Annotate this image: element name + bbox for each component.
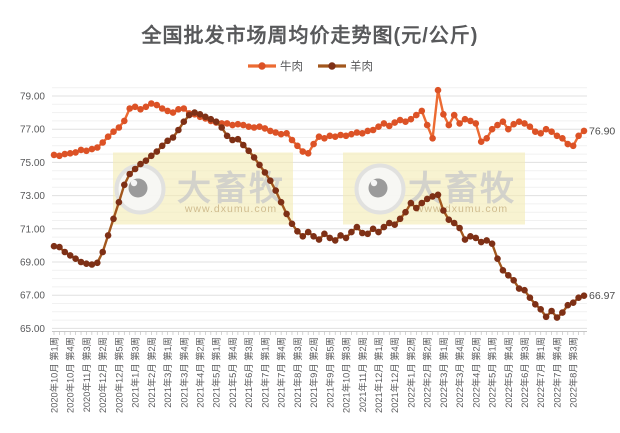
svg-text:2021年3月 第1周: 2021年3月 第1周 [162, 337, 173, 408]
svg-text:2022年5月 第4周: 2022年5月 第4周 [503, 337, 514, 408]
svg-text:2022年7月 第4周: 2022年7月 第4周 [551, 337, 562, 408]
svg-text:2022年2月 第2周: 2022年2月 第2周 [422, 337, 433, 408]
svg-text:2022年6月 第3周: 2022年6月 第3周 [519, 337, 530, 408]
mutton-series-marker-icon [318, 62, 346, 70]
svg-text:2020年12月 第5周: 2020年12月 第5周 [113, 337, 124, 413]
svg-text:2022年8月 第3周: 2022年8月 第3周 [568, 337, 579, 408]
svg-text:73.00: 73.00 [20, 191, 45, 202]
svg-text:76.90: 76.90 [589, 125, 615, 137]
svg-text:2021年9月 第5周: 2021年9月 第5周 [324, 337, 335, 408]
legend-label-beef: 牛肉 [280, 61, 303, 73]
svg-text:2022年3月 第1周: 2022年3月 第1周 [438, 337, 449, 408]
svg-text:www.dxumu.com: www.dxumu.com [415, 203, 508, 215]
legend-item-mutton: 羊肉 [317, 58, 373, 74]
svg-text:66.97: 66.97 [589, 290, 615, 302]
svg-text:2021年4月 第2周: 2021年4月 第2周 [195, 337, 206, 408]
svg-text:2020年10月 第1周: 2020年10月 第1周 [49, 337, 60, 413]
svg-text:2021年2月 第2周: 2021年2月 第2周 [146, 337, 157, 408]
svg-text:2021年11月 第2周: 2021年11月 第2周 [357, 337, 368, 412]
chart-title: 全国批发市场周均价走势图(元/公斤) [141, 25, 479, 47]
legend-item-beef: 牛肉 [247, 58, 303, 74]
svg-text:77.00: 77.00 [20, 125, 45, 136]
svg-text:2021年5月 第4周: 2021年5月 第4周 [227, 337, 238, 408]
svg-text:2021年6月 第3周: 2021年6月 第3周 [243, 337, 254, 408]
svg-text:2022年1月 第2周: 2022年1月 第2周 [405, 337, 416, 408]
svg-text:2021年10月 第3周: 2021年10月 第3周 [341, 337, 352, 413]
legend-label-mutton: 羊肉 [350, 61, 373, 73]
svg-text:2021年12月 第1周: 2021年12月 第1周 [373, 337, 384, 413]
svg-text:2022年3月 第4周: 2022年3月 第4周 [454, 337, 465, 408]
svg-text:2022年7月 第1周: 2022年7月 第1周 [535, 337, 546, 408]
svg-text:67.00: 67.00 [20, 291, 45, 302]
beef-series-marker-icon [248, 62, 276, 70]
svg-text:2020年10月 第4周: 2020年10月 第4周 [65, 337, 76, 413]
svg-text:2020年12月 第2周: 2020年12月 第2周 [97, 337, 108, 413]
svg-text:2021年1月 第3周: 2021年1月 第3周 [130, 337, 141, 408]
svg-text:2022年5月 第1周: 2022年5月 第1周 [487, 337, 498, 408]
svg-text:75.00: 75.00 [20, 158, 45, 169]
svg-text:2021年12月 第4周: 2021年12月 第4周 [389, 337, 400, 413]
svg-text:2021年3月 第4周: 2021年3月 第4周 [178, 337, 189, 408]
svg-text:65.00: 65.00 [20, 324, 45, 335]
svg-text:2021年7月 第1周: 2021年7月 第1周 [259, 337, 270, 408]
svg-text:71.00: 71.00 [20, 224, 45, 235]
svg-text:2022年4月 第2周: 2022年4月 第2周 [470, 337, 481, 408]
svg-text:79.00: 79.00 [20, 92, 45, 103]
svg-text:2021年5月 第1周: 2021年5月 第1周 [211, 337, 222, 408]
svg-text:2021年7月 第4周: 2021年7月 第4周 [276, 337, 287, 408]
svg-text:2021年9月 第2周: 2021年9月 第2周 [308, 337, 319, 408]
svg-text:2020年11月 第3周: 2020年11月 第3周 [81, 337, 92, 412]
svg-text:2021年8月 第3周: 2021年8月 第3周 [292, 337, 303, 408]
svg-text:69.00: 69.00 [20, 258, 45, 269]
chart-legend: 牛肉 羊肉 [0, 58, 620, 74]
svg-text:www.dxumu.com: www.dxumu.com [184, 203, 277, 215]
